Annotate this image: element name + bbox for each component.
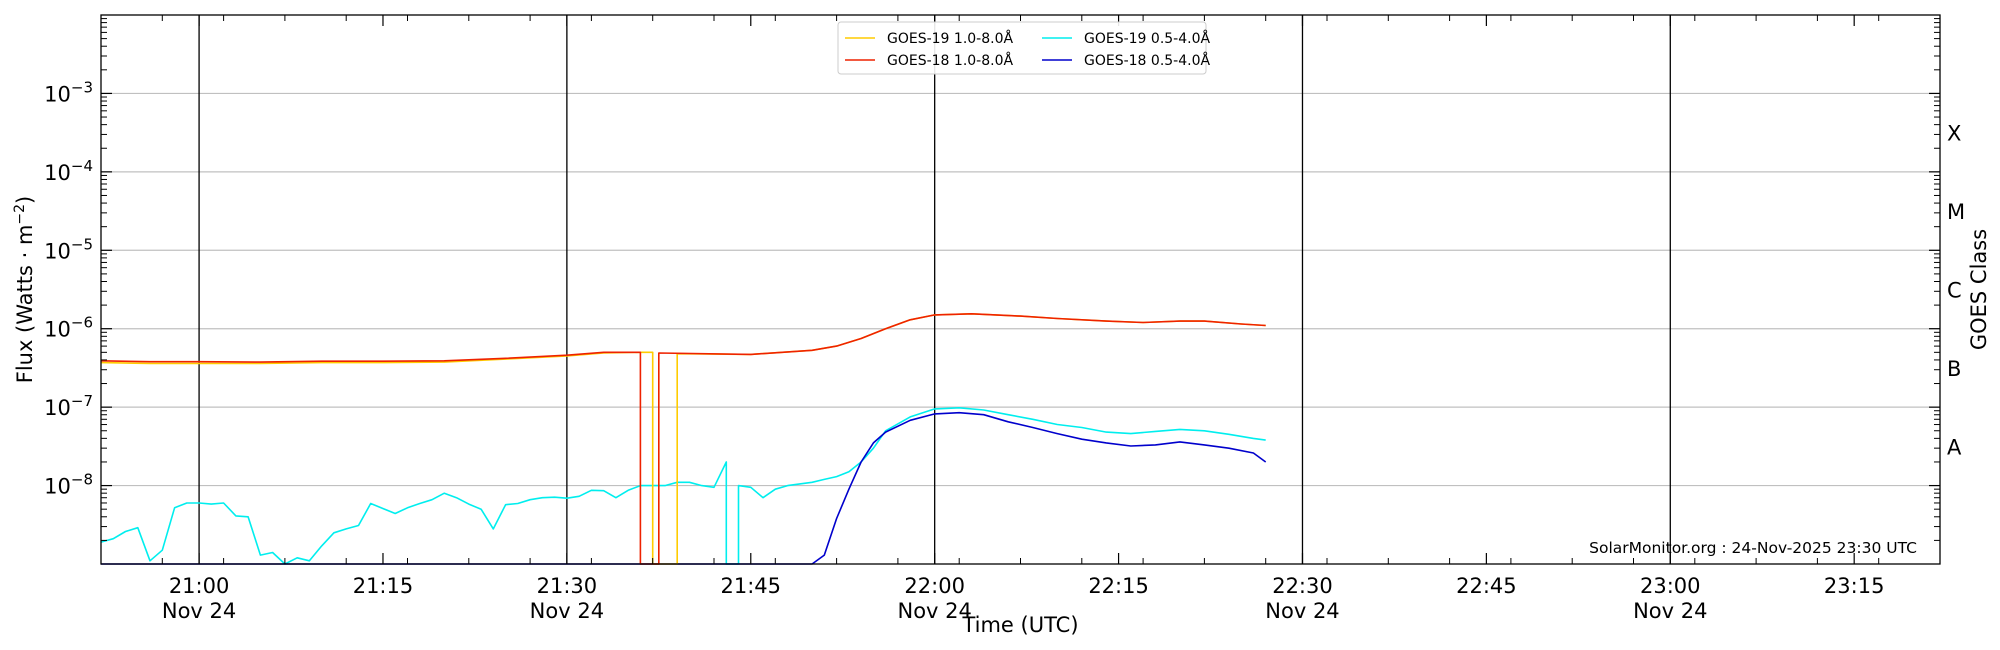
legend-box bbox=[837, 21, 1207, 75]
goes-class-axis-title: GOES Class bbox=[1967, 229, 1991, 350]
legend-entry-label: GOES-19 1.0-8.0Å bbox=[887, 30, 1013, 47]
x-tick-label: 21:30 bbox=[537, 574, 598, 598]
goes-class-label: B bbox=[1947, 357, 1961, 381]
y-tick-label: 10−3 bbox=[44, 78, 93, 106]
x-tick-date-label: Nov 24 bbox=[897, 599, 971, 623]
grid-lines bbox=[101, 15, 1940, 564]
legend-entry-label: GOES-18 1.0-8.0Å bbox=[887, 52, 1013, 69]
x-tick-date-label: Nov 24 bbox=[1633, 599, 1707, 623]
x-tick-label: 22:00 bbox=[904, 574, 965, 598]
goes-class-label: X bbox=[1947, 122, 1961, 146]
x-tick-label: 21:00 bbox=[169, 574, 230, 598]
axis-ticks bbox=[100, 15, 1941, 564]
x-tick-date-label: Nov 24 bbox=[162, 599, 236, 623]
legend-entry-label: GOES-18 0.5-4.0Å bbox=[1084, 52, 1210, 69]
goes-class-label: C bbox=[1947, 279, 1962, 303]
series-line-1 bbox=[100, 312, 1266, 565]
x-tick-label: 23:15 bbox=[1824, 574, 1885, 598]
y-tick-label: 10−7 bbox=[44, 392, 93, 420]
x-axis-title: Time (UTC) bbox=[961, 613, 1078, 637]
x-tick-label: 22:45 bbox=[1456, 574, 1517, 598]
legend-entry-label: GOES-19 0.5-4.0Å bbox=[1084, 30, 1210, 47]
x-tick-label: 22:15 bbox=[1088, 574, 1149, 598]
x-tick-label: 21:15 bbox=[353, 574, 414, 598]
y-tick-label: 10−5 bbox=[44, 235, 93, 263]
goes-class-label: A bbox=[1947, 435, 1962, 459]
x-tick-label: 22:30 bbox=[1272, 574, 1333, 598]
series-line-2 bbox=[100, 406, 1266, 565]
y-tick-label: 10−6 bbox=[44, 314, 93, 342]
series-line-3 bbox=[101, 411, 1267, 565]
source-annotation: SolarMonitor.org : 24-Nov-2025 23:30 UTC bbox=[1589, 539, 1917, 557]
y-axis-title: Flux (Watts · m−2) bbox=[12, 196, 37, 384]
data-series bbox=[100, 312, 1267, 565]
x-tick-label: 23:00 bbox=[1640, 574, 1701, 598]
y-tick-label: 10−8 bbox=[44, 471, 93, 499]
x-tick-label: 21:45 bbox=[721, 574, 782, 598]
goes-class-label: M bbox=[1947, 200, 1965, 224]
y-tick-label: 10−4 bbox=[44, 157, 93, 185]
x-tick-date-label: Nov 24 bbox=[1265, 599, 1339, 623]
legend: GOES-19 1.0-8.0Å GOES-19 0.5-4.0Å GOES-18 … bbox=[837, 21, 1210, 75]
x-tick-date-label: Nov 24 bbox=[530, 599, 604, 623]
